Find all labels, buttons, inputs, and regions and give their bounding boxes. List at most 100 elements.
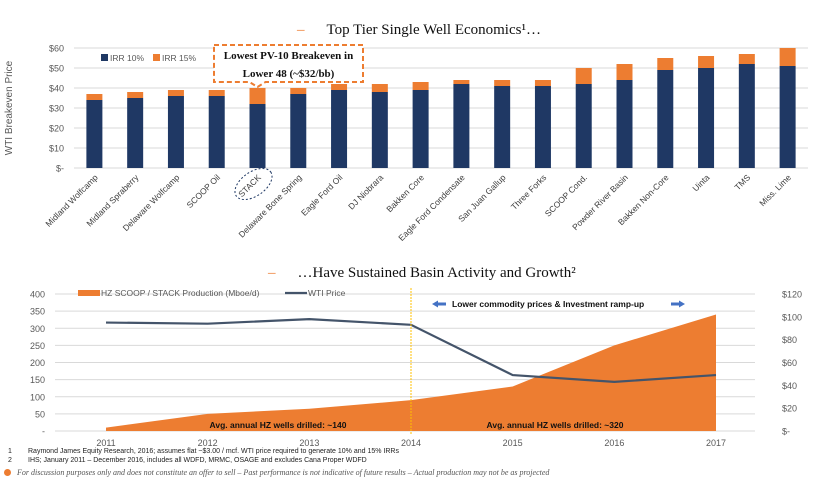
arrow-right-icon [671, 300, 685, 308]
x-tick-label: Bakken Core [384, 172, 426, 214]
y-tick-label: 200 [30, 358, 45, 368]
bar-irr15 [575, 68, 592, 84]
footnote-number: 1 [8, 448, 12, 455]
footnote-text: IHS; January 2011 – December 2016, inclu… [28, 457, 367, 464]
footnote-text: Raymond James Equity Research, 2016; ass… [28, 448, 399, 455]
x-tick-label: Eagle Ford Condensate [396, 172, 467, 243]
y2-tick-label: $- [782, 427, 790, 437]
bar-irr10 [412, 90, 429, 168]
annotation-callout-box [213, 44, 364, 89]
bottom-chart-title: – …Have Sustained Basin Activity and Grow… [268, 265, 576, 282]
y-tick-label: 50 [35, 409, 45, 419]
x-tick-label: 2013 [299, 438, 319, 448]
footnote-number: 2 [8, 457, 12, 464]
x-tick-label: 2017 [706, 438, 726, 448]
y2-tick-label: $20 [782, 404, 797, 414]
bar-irr10 [249, 104, 266, 168]
x-tick-label: TMS [732, 172, 752, 192]
y-tick-label: $10 [49, 144, 64, 154]
annotation-line-1: Lowest PV-10 Breakeven in [224, 50, 353, 62]
top-chart-title: – Top Tier Single Well Economics¹… [297, 22, 541, 39]
footnote-2: 2 IHS; January 2011 – December 2016, incl… [8, 457, 367, 464]
bar-irr15 [290, 88, 307, 94]
y-axis-label: WTI Breakeven Price [4, 60, 15, 155]
stack-highlight-ellipse [234, 167, 273, 201]
legend-label-irr10: IRR 10% [110, 53, 144, 63]
legend-label-wti: WTI Price [308, 288, 346, 298]
bar-irr10 [167, 96, 184, 168]
breakeven-bar-chart: $- $10 $20 $30 $40 $50 $60 WTI Breakeven Price M… [4, 44, 808, 243]
y-tick-label: - [42, 427, 45, 437]
legend-label-production: HZ SCOOP / STACK Production (Mboe/d) [101, 288, 260, 298]
bottom-chart-title-text: …Have Sustained Basin Activity and Growt… [297, 265, 576, 281]
bar-irr10 [127, 98, 144, 168]
bar-irr10 [779, 66, 796, 168]
bar-irr15 [412, 82, 429, 90]
arrow-left-icon [432, 300, 446, 308]
bar-irr15 [657, 58, 674, 70]
bar-irr10 [208, 96, 225, 168]
bar-irr10 [616, 80, 633, 168]
bar-irr15 [616, 64, 633, 80]
x-tick-label: DJ Niobrara [346, 172, 385, 211]
x-tick-label: Eagle Ford Oil [299, 172, 345, 218]
bar-irr15 [249, 88, 266, 104]
bar-irr10 [371, 92, 388, 168]
x-tick-label: STACK [236, 172, 263, 199]
y-tick-label: $20 [49, 124, 64, 134]
top-chart-title-text: Top Tier Single Well Economics¹… [326, 22, 541, 38]
production-area-chart: - 50 100 150 200 250 300 350 400 $- $20 $40 $60 $80 $1… [30, 288, 802, 448]
bar-irr15 [127, 92, 144, 98]
bar-irr15 [453, 80, 470, 84]
bar-irr15 [331, 84, 348, 90]
title-dash: – [297, 22, 305, 38]
y-tick-label: $- [56, 164, 64, 174]
bar-irr10 [453, 84, 470, 168]
bar-irr15 [167, 90, 184, 96]
bar-irr10 [738, 64, 755, 168]
y-tick-label: 100 [30, 392, 45, 402]
y-tick-label: 300 [30, 324, 45, 334]
y-tick-label: $60 [49, 44, 64, 54]
x-tick-label: 2015 [503, 438, 523, 448]
disclaimer-text: For discussion purposes only and does no… [17, 468, 550, 477]
bar-irr15 [534, 80, 551, 86]
x-tick-label: 2016 [604, 438, 624, 448]
arrow-annotation-label: Lower commodity prices & Investment ramp… [452, 299, 644, 309]
production-area [106, 314, 716, 431]
x-tick-label: 2014 [401, 438, 421, 448]
x-tick-label: Miss. Lime [757, 172, 793, 208]
legend-label-irr15: IRR 15% [162, 53, 196, 63]
bar-irr15 [779, 48, 796, 66]
legend-swatch-irr10 [101, 54, 108, 61]
bar-irr15 [208, 90, 225, 96]
bar-irr15 [738, 54, 755, 64]
bar-irr15 [494, 80, 511, 86]
y-tick-label: $40 [49, 84, 64, 94]
bar-irr10 [657, 70, 674, 168]
bar-irr15 [371, 84, 388, 92]
bar-irr10 [331, 90, 348, 168]
y2-tick-label: $60 [782, 358, 797, 368]
wells-annotation-right: Avg. annual HZ wells drilled: ~320 [487, 420, 624, 430]
wells-annotation-left: Avg. annual HZ wells drilled: ~140 [210, 420, 347, 430]
x-tick-label: 2012 [198, 438, 218, 448]
disclaimer: For discussion purposes only and does no… [4, 468, 549, 477]
x-tick-label: Uinta [690, 172, 711, 193]
title-dash: – [268, 265, 276, 281]
bar-irr10 [534, 86, 551, 168]
y2-tick-label: $120 [782, 290, 802, 300]
y-tick-label: 250 [30, 341, 45, 351]
legend-swatch-irr15 [153, 54, 160, 61]
bar-irr10 [575, 84, 592, 168]
bar-irr10 [290, 94, 307, 168]
bar-irr15 [86, 94, 103, 100]
x-tick-label: Three Forks [509, 172, 548, 211]
x-tick-label: 2011 [96, 438, 115, 448]
bullet-dot-icon [4, 469, 11, 476]
bar-irr15 [698, 56, 715, 68]
y-tick-label: 400 [30, 290, 45, 300]
bar-irr10 [698, 68, 715, 168]
y-tick-label: $50 [49, 64, 64, 74]
y-tick-label: 350 [30, 307, 45, 317]
